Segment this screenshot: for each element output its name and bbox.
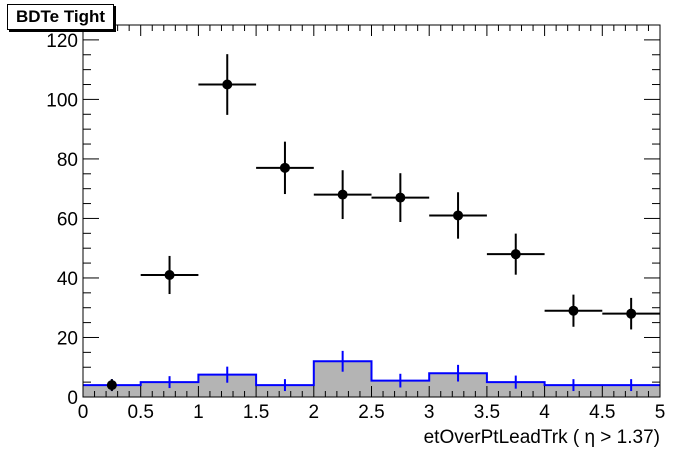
data-point [486, 233, 545, 275]
data-point [429, 192, 487, 239]
y-tick-label: 0 [67, 388, 78, 409]
plot-frame-rect [82, 24, 661, 398]
x-tick-label: 4.5 [589, 402, 615, 423]
x-tick-label: 3 [424, 402, 435, 423]
data-points-layer [106, 54, 660, 392]
data-point [256, 141, 314, 195]
histogram-outline [83, 360, 660, 387]
histogram-layer [83, 350, 660, 397]
plot-frame [82, 24, 661, 398]
chart-title: BDTe Tight [7, 4, 115, 30]
y-tick-label: 60 [57, 209, 78, 230]
point-marker [453, 210, 464, 221]
y-tick-label: 80 [57, 150, 78, 171]
x-tick-label: 0.5 [127, 402, 153, 423]
point-marker [106, 380, 117, 391]
point-marker [510, 249, 521, 260]
x-tick-label: 3.5 [474, 402, 500, 423]
point-marker [279, 162, 290, 173]
point-marker [395, 192, 406, 203]
data-point [313, 170, 372, 220]
y-tick-label: 100 [46, 90, 78, 111]
y-tick-label: 40 [57, 269, 78, 290]
x-tick-label: 0 [78, 402, 89, 423]
x-tick-label: 5 [655, 402, 666, 423]
data-point [602, 297, 660, 330]
x-tick-label: 2 [309, 402, 320, 423]
axis-ticks [82, 24, 661, 398]
x-tick-label: 1 [193, 402, 204, 423]
point-marker [164, 269, 175, 280]
data-point [198, 54, 257, 115]
x-axis-label: etOverPtLeadTrk ( η > 1.37) [424, 427, 660, 448]
data-point [106, 379, 117, 392]
data-point [140, 255, 199, 295]
x-tick-label: 2.5 [358, 402, 384, 423]
data-point [544, 294, 603, 327]
y-tick-label: 120 [46, 31, 78, 52]
point-marker [337, 189, 348, 200]
tick-labels: 0 0.5 1 1.5 2 2.5 3 3.5 4 4.5 5 0 20 40 60 80 100 120 [46, 31, 665, 423]
x-tick-label: 1.5 [243, 402, 269, 423]
data-point [371, 173, 430, 223]
point-marker [222, 79, 233, 90]
point-marker [626, 308, 637, 319]
point-marker [568, 305, 579, 316]
x-tick-label: 4 [539, 402, 550, 423]
y-tick-label: 20 [57, 328, 78, 349]
